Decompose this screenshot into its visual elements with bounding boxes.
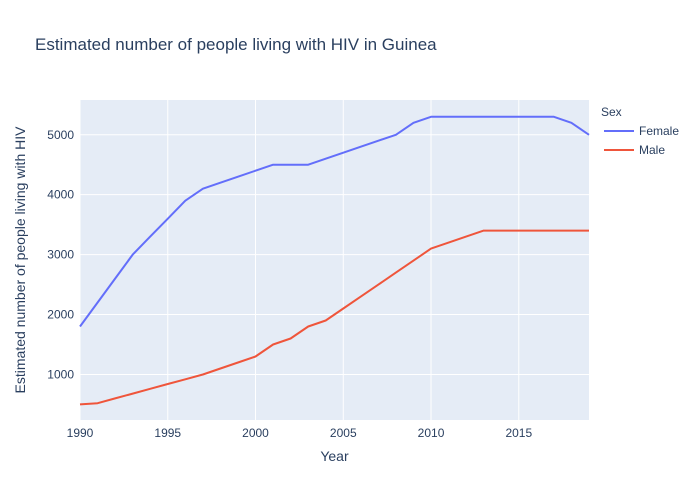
legend-item-male[interactable]: Male [604,143,665,157]
legend-title: Sex [601,105,622,119]
plot-area [80,100,589,420]
x-tick-label: 2010 [418,426,445,440]
series-line-male[interactable] [79,229,589,406]
y-tick-label: 2000 [47,308,74,322]
x-tick-label: 2015 [505,426,532,440]
y-tick-label: 3000 [47,248,74,262]
x-tick-label: 1995 [154,426,181,440]
legend-item-female[interactable]: Female [604,124,679,138]
legend[interactable]: Sex Female Male [601,105,679,157]
x-tick-label: 2000 [242,426,269,440]
x-axis-title: Year [320,448,349,464]
grid-lines [79,100,589,420]
y-tick-label: 5000 [47,128,74,142]
legend-label: Male [639,143,665,157]
series-lines [79,115,590,406]
tick-labels: 1990 1995 2000 2005 2010 2015 1000 2000 3000 4000… [47,128,532,440]
x-tick-label: 2005 [330,426,357,440]
chart-title: Estimated number of people living with H… [35,35,437,54]
y-tick-label: 1000 [47,367,74,381]
y-axis-title: Estimated number of people living with H… [12,126,28,394]
legend-label: Female [639,124,679,138]
y-tick-label: 4000 [47,188,74,202]
series-line-female[interactable] [79,115,590,328]
x-tick-label: 1990 [67,426,94,440]
